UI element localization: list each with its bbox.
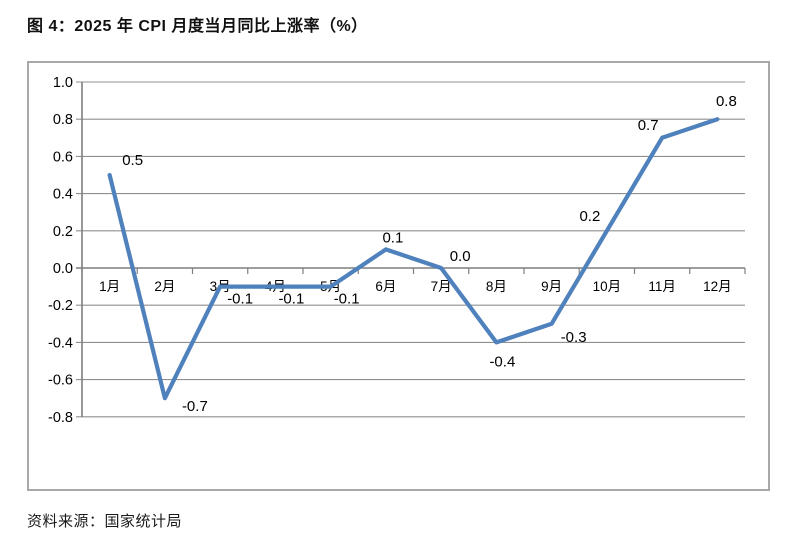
x-axis-label: 10月 — [593, 279, 622, 294]
y-axis-label: 0.8 — [53, 112, 73, 128]
x-axis-label: 12月 — [703, 279, 732, 294]
chart-frame: 1.0 0.8 0.6 0.4 0.2 0.0 -0.2 -0.4 -0.6 -0.8 1月 2月 3月… — [27, 61, 770, 491]
x-axis-label: 6月 — [375, 279, 396, 294]
x-axis-label: 7月 — [431, 279, 452, 294]
y-axis-label: 0.0 — [53, 261, 73, 277]
data-label: -0.3 — [561, 329, 587, 346]
cpi-line-chart: 1.00.80.60.40.20.0-0.2-0.4-0.6-0.81月 2月 3月… — [48, 75, 746, 426]
x-axis-label: 2月 — [154, 279, 175, 294]
source-note: 资料来源：国家统计局 — [27, 513, 183, 530]
data-label: 0.2 — [579, 208, 600, 225]
y-axis-label: 1.0 — [53, 75, 73, 91]
x-axis-label: 8月 — [486, 279, 507, 294]
data-label: 0.5 — [122, 152, 143, 169]
data-label: -0.7 — [182, 398, 208, 415]
data-label: 0.8 — [716, 93, 737, 110]
data-label: -0.1 — [227, 291, 253, 308]
x-axis-label: 9月 — [541, 279, 562, 294]
x-axis-label: 1月 — [99, 279, 120, 294]
y-axis-label: -0.4 — [48, 335, 73, 351]
data-label: -0.1 — [334, 291, 360, 308]
y-axis-label: 0.4 — [53, 187, 73, 203]
data-label: -0.4 — [489, 353, 515, 370]
data-label: 0.0 — [450, 248, 471, 265]
x-axis-label: 11月 — [648, 279, 676, 294]
chart-title: 图 4：2025 年 CPI 月度当月同比上涨率（%） — [27, 18, 368, 35]
y-axis-label: -0.8 — [48, 410, 73, 426]
y-axis-label: 0.6 — [53, 149, 73, 165]
data-label: -0.1 — [278, 291, 304, 308]
y-axis-label: -0.6 — [48, 373, 73, 389]
cpi-series-line — [107, 117, 720, 401]
y-axis-label: -0.2 — [48, 298, 73, 314]
data-label: 0.7 — [638, 117, 659, 134]
data-label: 0.1 — [382, 229, 403, 246]
y-axis-label: 0.2 — [53, 224, 73, 240]
